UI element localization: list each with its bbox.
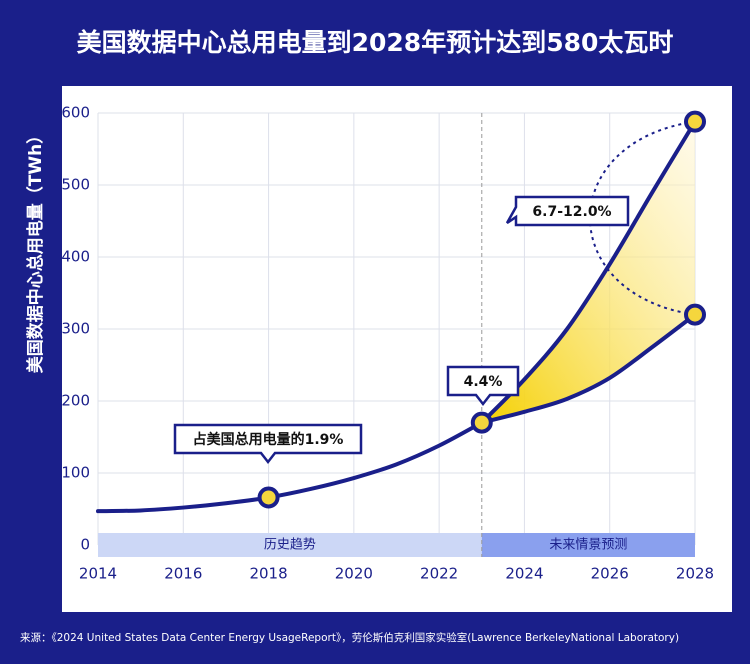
callout-text: 占美国总用电量的1.9%: [193, 431, 344, 448]
line: [96, 420, 484, 514]
x-tick-label: 2026: [591, 565, 629, 583]
highlight-point: [257, 486, 280, 509]
x-tick-label: 2022: [420, 565, 458, 583]
callout-text: 6.7-12.0%: [532, 204, 611, 220]
x-tick-label: 2014: [79, 565, 117, 583]
y-tick-label: 400: [61, 248, 90, 266]
highlight-point: [684, 110, 706, 133]
x-tick-label: 2018: [249, 565, 287, 583]
y-tick-label: 200: [61, 392, 90, 410]
source: 来源：《2024 United States Data Center Energ…: [20, 631, 679, 644]
x-tick-label: 2016: [164, 565, 202, 583]
line: [479, 312, 697, 425]
callout-box: [173, 423, 363, 465]
phase-bar: [98, 533, 482, 557]
callout-box: [505, 195, 630, 227]
callout-text: 4.4%: [464, 374, 503, 390]
highlight-point: [470, 411, 493, 434]
y-axis-label: 美国数据中心总用电量（TWh）: [25, 127, 46, 373]
chart-title: 美国数据中心总用电量到2028年预计达到580太瓦时: [77, 28, 674, 57]
callout-box: [446, 365, 520, 407]
y-tick-label: 0: [80, 536, 90, 554]
x-tick-label: 2024: [505, 565, 543, 583]
y-tick-label: 500: [61, 176, 90, 194]
phase-bar: [481, 533, 695, 557]
x-tick-label: 2028: [676, 565, 714, 583]
phase-label: 历史趋势: [264, 537, 316, 553]
y-tick-label: 600: [61, 104, 90, 122]
phase-label: 未来情景预测: [549, 538, 627, 553]
range-area: [481, 121, 695, 423]
x-tick-label: 2020: [335, 565, 373, 583]
line: [479, 119, 697, 425]
y-tick-label: 100: [61, 464, 90, 482]
y-tick-label: 300: [61, 320, 90, 338]
highlight-point: [684, 303, 706, 326]
